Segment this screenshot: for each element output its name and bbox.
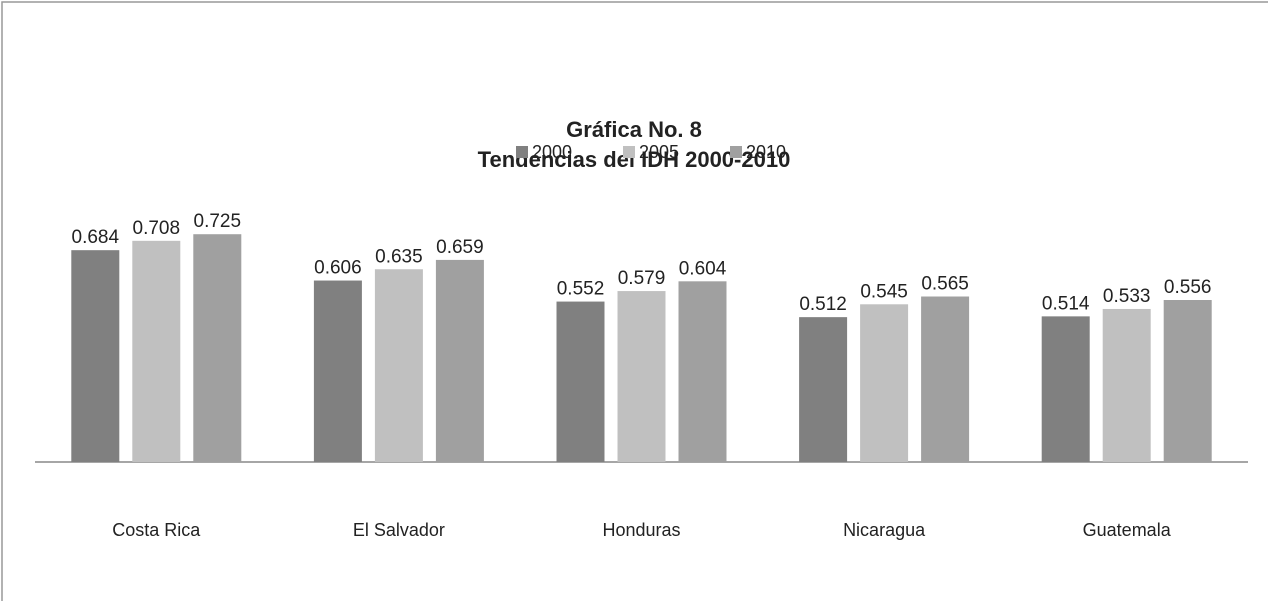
- data-label: 0.708: [133, 218, 181, 239]
- bar: [132, 240, 181, 462]
- bar: [1041, 316, 1090, 462]
- data-label: 0.684: [72, 227, 120, 248]
- bar: [435, 259, 484, 462]
- x-tick-label: Nicaragua: [843, 520, 926, 540]
- x-tick-label: Costa Rica: [112, 520, 201, 540]
- legend-swatch: [623, 146, 635, 158]
- x-tick-label: Guatemala: [1083, 520, 1172, 540]
- data-label: 0.556: [1164, 277, 1212, 298]
- data-label: 0.512: [799, 294, 847, 315]
- x-tick-label: Honduras: [602, 520, 680, 540]
- data-label: 0.579: [618, 268, 666, 289]
- bar: [313, 280, 362, 462]
- bar: [799, 317, 848, 462]
- legend-label: 2000: [532, 142, 572, 162]
- x-tick-label: El Salvador: [353, 520, 445, 540]
- bar: [556, 301, 605, 462]
- bar: [193, 234, 242, 462]
- bar: [1102, 308, 1151, 462]
- bar: [860, 304, 909, 462]
- bar: [71, 250, 120, 462]
- data-label: 0.725: [194, 211, 242, 232]
- data-label: 0.606: [314, 258, 362, 279]
- legend-label: 2005: [639, 142, 679, 162]
- data-label: 0.533: [1103, 286, 1151, 307]
- bar: [374, 269, 423, 462]
- data-label: 0.545: [860, 281, 908, 302]
- data-label: 0.552: [557, 279, 605, 300]
- data-label: 0.635: [375, 246, 423, 267]
- legend-swatch: [516, 146, 528, 158]
- data-label: 0.514: [1042, 293, 1090, 314]
- chart-title: Gráfica No. 8: [566, 117, 702, 142]
- bar: [617, 291, 666, 462]
- bar: [921, 296, 970, 462]
- data-label: 0.659: [436, 237, 484, 258]
- bar: [1163, 300, 1212, 462]
- legend-label: 2010: [746, 142, 786, 162]
- data-label: 0.565: [921, 274, 969, 295]
- bar: [678, 281, 727, 462]
- data-label: 0.604: [679, 258, 727, 279]
- legend-swatch: [730, 146, 742, 158]
